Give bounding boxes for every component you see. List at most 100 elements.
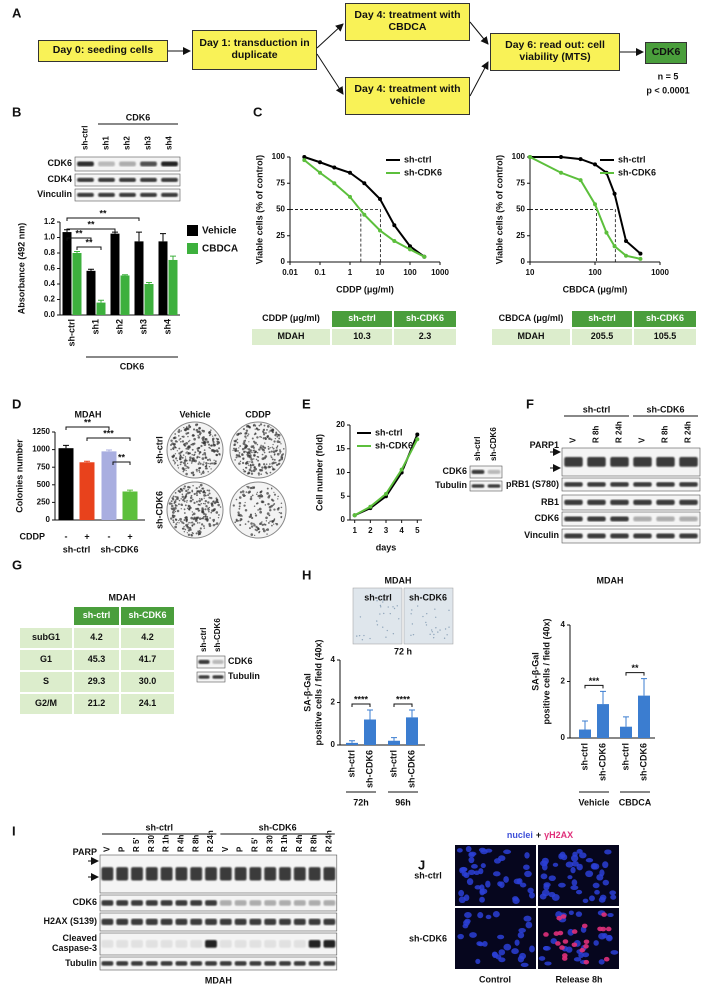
colony bbox=[239, 460, 242, 463]
colony bbox=[234, 449, 238, 453]
flow-step-box: CDK6 bbox=[645, 42, 687, 64]
colony bbox=[195, 507, 198, 510]
colony bbox=[184, 458, 187, 460]
colony bbox=[197, 434, 199, 437]
nucleus bbox=[609, 890, 617, 896]
y-tick-label: 100 bbox=[512, 152, 526, 161]
lane-label: R 1h bbox=[162, 835, 171, 852]
colony bbox=[238, 462, 241, 465]
nucleus bbox=[588, 895, 595, 902]
colony bbox=[197, 503, 200, 506]
colony bbox=[171, 455, 174, 458]
nucleus bbox=[456, 848, 463, 853]
error-bar bbox=[582, 720, 588, 730]
table-cell-box: S bbox=[20, 672, 72, 692]
colony bbox=[273, 458, 276, 461]
colony bbox=[250, 525, 254, 528]
colony bbox=[263, 451, 266, 454]
significance-bracket bbox=[66, 237, 92, 241]
nucleus bbox=[492, 911, 500, 918]
column-label: Control bbox=[479, 974, 511, 984]
bar bbox=[168, 259, 178, 315]
colony bbox=[192, 517, 196, 521]
nucleus bbox=[565, 946, 573, 953]
colony bbox=[266, 512, 270, 515]
data-point bbox=[528, 155, 532, 159]
table-cell: 205.5 bbox=[572, 329, 632, 345]
colony bbox=[251, 461, 254, 464]
colony bbox=[195, 423, 198, 427]
nucleus bbox=[465, 845, 472, 853]
colony bbox=[263, 523, 266, 526]
legend-swatch bbox=[187, 243, 198, 254]
colony bbox=[259, 423, 263, 426]
colony bbox=[258, 497, 261, 499]
nucleus bbox=[529, 945, 535, 953]
colony bbox=[179, 437, 182, 440]
blot-band bbox=[293, 867, 306, 881]
blot-band bbox=[471, 469, 485, 475]
data-point bbox=[593, 202, 597, 207]
bar bbox=[101, 451, 117, 520]
colony bbox=[257, 509, 259, 511]
x-tick-label: sh3 bbox=[138, 319, 148, 335]
colony bbox=[198, 509, 201, 512]
nucleus bbox=[567, 875, 573, 880]
colony bbox=[181, 493, 184, 496]
data-point bbox=[332, 181, 337, 186]
nucleus bbox=[511, 948, 519, 955]
colony bbox=[270, 438, 273, 441]
table-header-box: sh-ctrl bbox=[74, 607, 119, 625]
blot-strip bbox=[99, 932, 338, 956]
colony bbox=[260, 444, 262, 447]
x-tick-label: 10 bbox=[526, 268, 535, 277]
colony bbox=[266, 487, 269, 490]
significance-bracket bbox=[351, 703, 371, 707]
colony bbox=[257, 459, 260, 462]
gh2ax-focus bbox=[562, 939, 569, 944]
row-label-box: Tubulin bbox=[65, 958, 97, 968]
colony bbox=[243, 440, 246, 443]
colony bbox=[276, 449, 278, 452]
error-bar bbox=[367, 709, 373, 720]
colony bbox=[189, 456, 192, 460]
nucleus bbox=[540, 873, 548, 880]
table-cell-box: G1 bbox=[20, 650, 72, 670]
colony bbox=[168, 502, 172, 505]
colony bbox=[171, 442, 174, 445]
colony bbox=[242, 428, 245, 431]
y-axis-label: Cell number (fold) bbox=[314, 434, 324, 511]
ic50-line bbox=[290, 209, 362, 262]
y-tick-label: 0 bbox=[331, 740, 336, 749]
colony bbox=[256, 502, 259, 505]
table-header: sh-CDK6 bbox=[121, 607, 174, 625]
nucleus bbox=[605, 934, 613, 942]
colony bbox=[254, 428, 256, 430]
blot-band bbox=[587, 456, 606, 467]
colony bbox=[256, 443, 259, 446]
colony bbox=[250, 522, 253, 525]
colony bbox=[260, 473, 263, 476]
data-point bbox=[348, 194, 352, 199]
colony bbox=[197, 436, 201, 439]
colony bbox=[195, 491, 198, 495]
flow-step: Day 4: treatment with CBDCA bbox=[345, 3, 470, 41]
colony bbox=[200, 503, 202, 505]
blot-band bbox=[116, 940, 129, 948]
nucleus bbox=[517, 931, 525, 939]
colony bbox=[183, 519, 186, 521]
x-axis-label: CBDCA (μg/ml) bbox=[563, 284, 628, 294]
gh2ax-focus bbox=[583, 944, 589, 949]
y-tick-label: 0 bbox=[281, 257, 286, 266]
series-line bbox=[530, 156, 642, 255]
lane-label: R 4h bbox=[295, 835, 304, 852]
nucleus bbox=[548, 891, 556, 898]
colony bbox=[176, 509, 180, 513]
colony bbox=[238, 447, 240, 449]
nucleus bbox=[478, 868, 484, 875]
cell-stain bbox=[430, 629, 433, 631]
colony bbox=[244, 501, 246, 504]
group-label: CBDCA bbox=[619, 797, 652, 807]
colony bbox=[202, 525, 205, 527]
colony bbox=[199, 451, 201, 454]
